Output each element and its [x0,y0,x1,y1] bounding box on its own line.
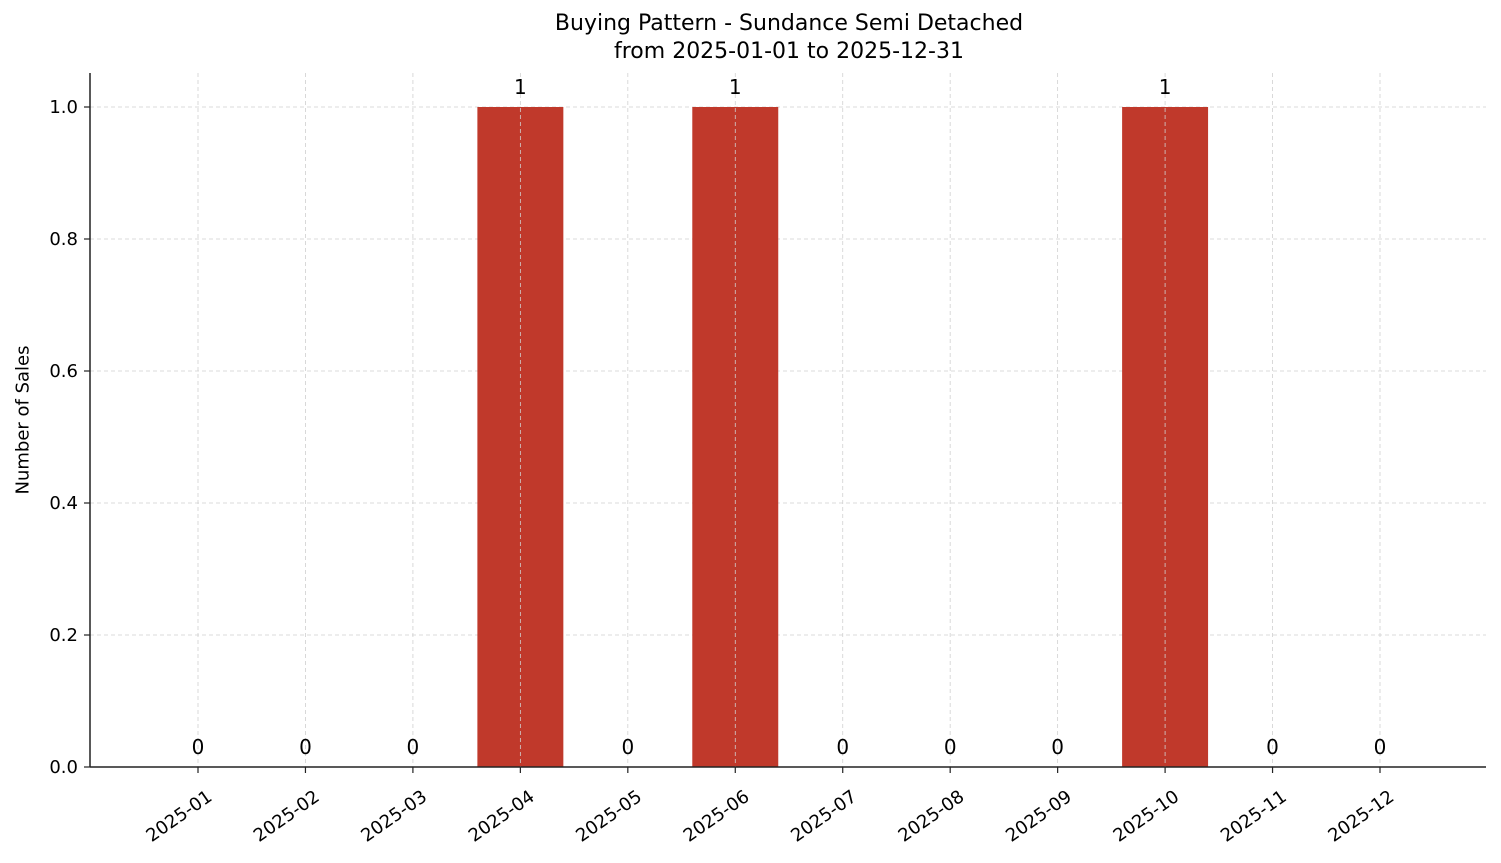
chart-subtitle: from 2025-01-01 to 2025-12-31 [614,39,964,64]
x-tick-label: 2025-08 [895,786,969,846]
y-tick-label: 0.6 [49,361,78,382]
y-axis-label: Number of Sales [12,345,34,495]
x-tick-label: 2025-10 [1110,786,1184,846]
chart-title-block: Buying Pattern - Sundance Semi Detached … [0,10,1501,66]
bar-value-labels: 0 0 0 1 0 1 0 0 0 1 0 0 [192,75,1387,759]
axes [89,73,1486,768]
y-axis-ticks: 0.0 0.2 0.4 0.6 0.8 1.0 [49,97,90,778]
x-tick-label: 2025-05 [572,786,646,846]
bar-value-label: 0 [1266,735,1279,759]
x-tick-label: 2025-06 [680,786,754,846]
bar-value-label: 1 [729,75,742,99]
x-tick-label: 2025-02 [250,786,324,846]
bar-value-label: 0 [407,735,420,759]
grid-overlay [197,73,1381,767]
chart-title: Buying Pattern - Sundance Semi Detached [554,11,1024,36]
x-tick-label: 2025-01 [142,786,216,846]
bar-value-label: 0 [192,735,205,759]
bar-value-label: 0 [1051,735,1064,759]
y-tick-label: 0.4 [49,493,78,514]
x-tick-label: 2025-03 [357,786,431,846]
bar-value-label: 1 [514,75,527,99]
grid-lines [90,106,1486,636]
x-tick-label: 2025-04 [465,786,539,846]
x-axis-ticks: 2025-01 2025-02 2025-03 2025-04 2025-05 2025-… [142,767,1398,847]
x-tick-label: 2025-09 [1002,786,1076,846]
x-tick-label: 2025-11 [1217,786,1291,846]
y-tick-label: 0.2 [49,625,78,646]
x-tick-label: 2025-07 [787,786,861,846]
bar-value-label: 0 [299,735,312,759]
bar-value-label: 0 [944,735,957,759]
bar-value-label: 0 [836,735,849,759]
y-tick-label: 1.0 [49,97,78,118]
x-tick-label: 2025-12 [1324,786,1398,846]
bar-value-label: 1 [1159,75,1172,99]
y-tick-label: 0.8 [49,229,78,250]
y-tick-label: 0.0 [49,757,78,778]
bar-value-label: 0 [621,735,634,759]
bar-value-label: 0 [1374,735,1387,759]
